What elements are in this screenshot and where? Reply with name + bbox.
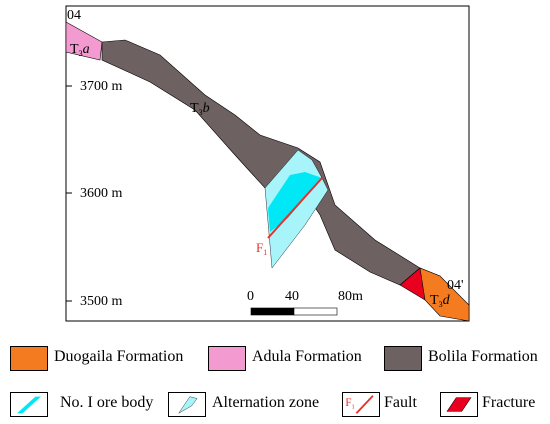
legend-label-fault: Fault xyxy=(384,394,417,411)
fault-line-f1 xyxy=(267,177,323,239)
legend-row-features: No. I ore body Alternation zone F1 Fault… xyxy=(0,384,550,424)
legend-row-formations: Duogaila Formation Adula Formation Bolil… xyxy=(0,338,550,378)
section-start-label: 04 xyxy=(67,8,81,23)
ore-body-swatch xyxy=(10,392,48,417)
legend-label-adula: Adula Formation xyxy=(252,348,362,365)
scale-tick-40: 40 xyxy=(285,289,299,304)
scale-bar-black xyxy=(250,307,295,316)
fracture-swatch xyxy=(440,392,478,417)
legend-label-ore-body: No. I ore body xyxy=(60,394,154,411)
bolila-swatch xyxy=(384,346,422,371)
elevation-label-3600: 3600 m xyxy=(80,186,123,201)
elevation-label-3700: 3700 m xyxy=(80,79,123,94)
fault-f1-label: F1 xyxy=(256,240,267,257)
fault-symbol-sub: 1 xyxy=(352,404,355,411)
scale-tick-80: 80m xyxy=(338,289,363,304)
fault-symbol-letter: F xyxy=(345,397,351,409)
duogaila-swatch xyxy=(10,346,48,371)
legend-label-alternation: Alternation zone xyxy=(212,394,320,411)
elevation-label-3500: 3500 m xyxy=(80,294,123,309)
adula-swatch xyxy=(208,346,246,371)
section-frame xyxy=(65,5,470,322)
section-end-label: 04' xyxy=(447,278,464,293)
scale-tick-0: 0 xyxy=(247,289,254,304)
legend-label-bolila: Bolila Formation xyxy=(428,348,538,365)
adula-formation-unit xyxy=(65,21,103,61)
alternation-swatch xyxy=(168,392,206,417)
duogaila-formation-unit xyxy=(419,267,470,322)
fault-swatch: F1 xyxy=(342,392,380,417)
ore-body-i xyxy=(268,172,322,232)
scale-bar-white xyxy=(293,307,338,316)
cross-section-diagram: 04 04' 3700 m 3600 m 3500 m T3a T3b T3d … xyxy=(65,5,470,322)
legend-label-fracture: Fracture xyxy=(482,394,536,411)
adula-unit-label: T3a xyxy=(70,42,90,58)
legend-label-duogaila: Duogaila Formation xyxy=(54,348,184,365)
svg-text:F1: F1 xyxy=(345,397,354,411)
bolila-unit-label: T3b xyxy=(190,101,210,117)
duogaila-unit-label: T3d xyxy=(430,293,451,309)
